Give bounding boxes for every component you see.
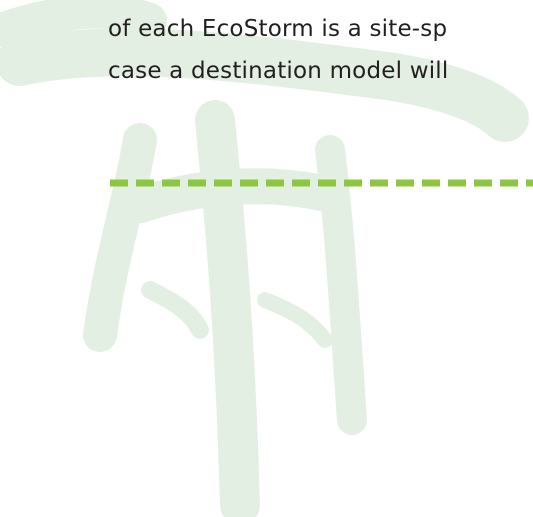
text-line: of each EcoStorm is a site-sp: [108, 16, 447, 42]
page: of each EcoStorm is a site-sp case a des…: [0, 0, 533, 517]
brush-character: [0, 11, 505, 505]
text-line: case a destination model will: [108, 58, 448, 84]
